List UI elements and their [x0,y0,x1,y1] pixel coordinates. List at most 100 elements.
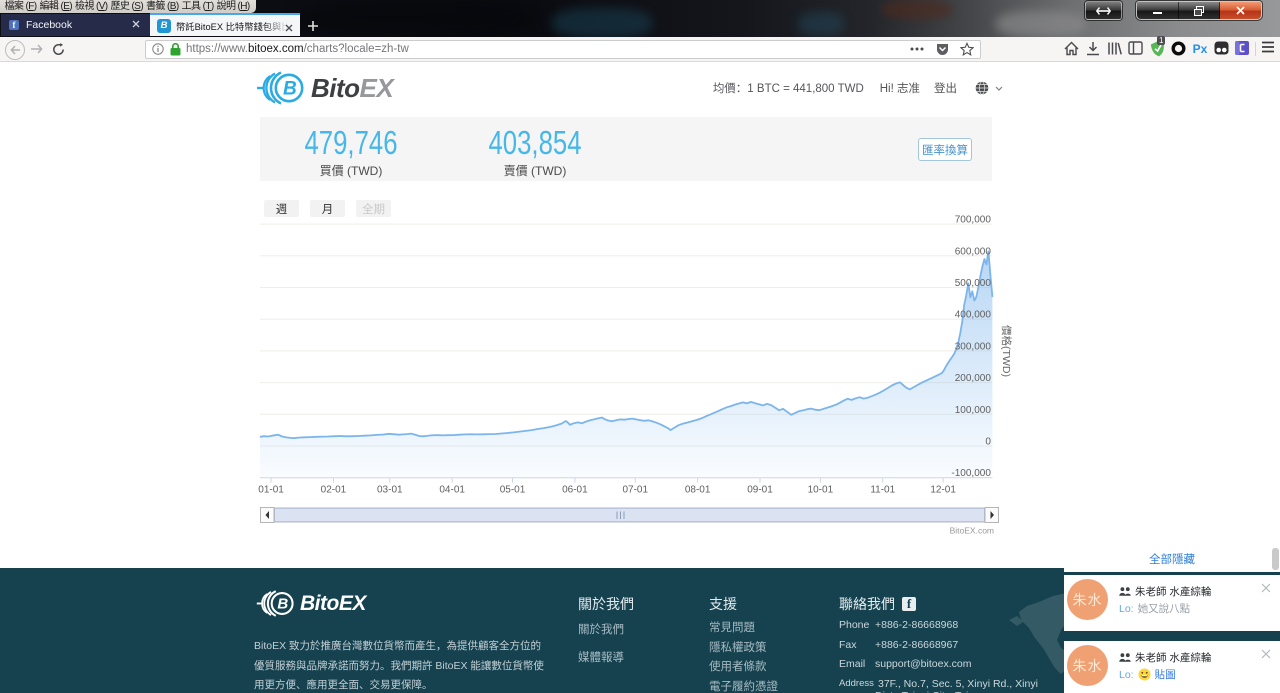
window-maximize-button[interactable] [1178,2,1221,19]
contact-address-value: 37F., No.7, Sec. 5, Xinyi Rd., Xinyi [878,677,1038,690]
tab-bitoex-close-icon[interactable] [283,22,295,37]
download-button[interactable] [1086,41,1100,56]
menu-hamburger-button[interactable] [1261,41,1275,53]
chat-group-name: 朱老師 水產綜輪 [1119,650,1211,665]
https-lock-icon[interactable] [170,42,181,56]
footer-description: BitoEX 致力於推廣台灣數位貨幣而產生，為提供顧客全方位的 優質服務與品牌承諾… [254,640,544,691]
range-week-button[interactable]: 週 [264,200,299,217]
site-logo[interactable]: B BitoEX [256,71,394,105]
x-axis-label: 04-01 [439,485,465,496]
tab-facebook-close-icon[interactable] [130,18,142,33]
chart-credits: BitoEX.com [950,526,994,536]
facebook-link-icon[interactable]: f [902,597,916,611]
menu-F[interactable]: 檔案 (F) [4,1,38,12]
page-actions-icon[interactable] [910,47,924,51]
ring-icon [1171,41,1186,56]
menu-bar: 檔案 (F) 編輯 (E) 檢視 (V) 歷史 (S) 書籤 (B) 工具 (T) 說明 (… [0,0,256,13]
forward-button[interactable] [29,42,44,56]
menu-S[interactable]: 歷史 (S) [110,1,144,12]
x-axis-label: 08-01 [685,485,711,496]
px-extension-icon[interactable]: Px [1191,40,1209,57]
theme-art [882,0,952,19]
bookmark-star-icon[interactable] [960,42,974,57]
navigation-toolbar: https://www.bitoex.com/charts?locale=zh-… [0,36,1280,62]
footer-link-cert[interactable]: 電子履約憑證 [709,680,778,693]
pocket-icon[interactable] [936,43,949,56]
window-swap-button[interactable] [1085,1,1122,20]
chat-toast-close-icon[interactable] [1261,583,1271,595]
exchange-rate-button[interactable]: 匯率換算 [918,138,972,161]
logout-link[interactable]: 登出 [934,83,957,95]
window-close-button[interactable] [1220,2,1261,19]
chat-hide-all-link[interactable]: 全部隱藏 [1149,554,1195,566]
home-button[interactable] [1064,41,1079,56]
contact-fax-value: +886-2-86668967 [875,638,959,651]
back-arrow-icon [9,44,20,55]
footer-bitoex-logo-icon: B [256,590,294,617]
tab-bitoex-active[interactable]: B 幣託BitoEX 比特幣錢包與比特幣 [150,13,300,36]
sell-price-value: 403,854 [488,124,582,161]
contact-email-value: support@bitoex.com [875,658,972,670]
close-icon [1261,649,1271,659]
footer-link-about[interactable]: 關於我們 [578,624,624,636]
reload-button[interactable] [50,41,66,57]
footer-link-faq[interactable]: 常見問題 [709,622,755,634]
sidebar-button[interactable] [1128,41,1143,55]
chat-avatar: 朱水 [1067,645,1108,686]
x-axis-label: 01-01 [258,485,284,496]
x-axis-label: 11-01 [870,485,895,496]
glasses-icon [1214,41,1229,55]
y-axis-title: 價格(TWD) [1000,325,1013,377]
x-axis-label: 03-01 [377,485,403,496]
x-axis-label: 06-01 [562,485,588,496]
reload-icon [52,42,64,55]
tab-bar: f Facebook B 幣託BitoEX 比特幣錢包與比特幣 [0,13,1280,37]
contact-phone-label: Phone [839,619,870,631]
chat-toast[interactable]: 朱水 朱老師 水產綜輪 Lo: 她又說八點 [1064,575,1280,631]
tab-bitoex-title: 幣託BitoEX 比特幣錢包與比特幣 [176,21,292,32]
contact-address-line2: Dist., Taipei City, Taiwan [875,690,988,693]
chat-toast-close-icon[interactable] [1261,649,1271,661]
menu-E[interactable]: 編輯 (E) [39,1,72,12]
theme-art [552,8,652,37]
chart-scrollbar-thumb[interactable] [274,507,985,523]
x-axis-label: 10-01 [808,485,834,496]
language-selector[interactable] [975,81,1003,95]
svg-text:B: B [283,79,297,100]
menu-T[interactable]: 工具 (T) [181,1,215,12]
y-axis-label: 700,000 [955,215,992,226]
toolbar-separator [1255,42,1256,56]
range-month-button[interactable]: 月 [310,200,345,217]
chart-line [259,250,994,440]
adblock-shield-icon[interactable]: 1 [1149,36,1167,58]
purple-extension-icon[interactable] [1235,41,1249,55]
close-icon [1236,6,1245,15]
url-bar[interactable]: https://www.bitoex.com/charts?locale=zh-… [145,39,981,59]
chat-scrollbar[interactable] [1272,548,1279,570]
range-all-button[interactable]: 全期 [356,200,391,217]
chart-area [260,251,993,478]
glasses-extension-icon[interactable] [1214,41,1229,55]
plus-icon [308,20,318,31]
library-button[interactable] [1107,41,1122,56]
y-axis-label: 300,000 [955,341,992,352]
footer-link-privacy[interactable]: 隱私權政策 [709,641,767,654]
footer-about-heading: 關於我們 [578,596,634,612]
chat-avatar: 朱水 [1067,579,1108,620]
chat-toast[interactable]: 朱水 朱老師 水產綜輪 Lo: 貼圖 [1064,641,1280,693]
menu-B[interactable]: 書籤 (B) [146,1,179,12]
menu-V[interactable]: 檢視 (V) [75,1,108,12]
home-icon [1064,41,1079,56]
tab-facebook[interactable]: f Facebook [1,14,150,36]
new-tab-button[interactable] [302,16,324,35]
buy-price-label: 買價 (TWD) [319,163,383,178]
footer-link-media[interactable]: 媒體報導 [578,652,624,664]
menu-H[interactable]: 說明 (H) [216,1,251,12]
y-axis-label: 400,000 [955,310,992,321]
back-button[interactable] [5,39,25,60]
ring-extension-icon[interactable] [1171,41,1186,56]
footer-link-terms[interactable]: 使用者條款 [709,661,767,673]
window-minimize-button[interactable] [1137,2,1179,19]
bitoex-favicon-icon: B [157,18,171,33]
page-info-icon[interactable] [152,43,164,55]
